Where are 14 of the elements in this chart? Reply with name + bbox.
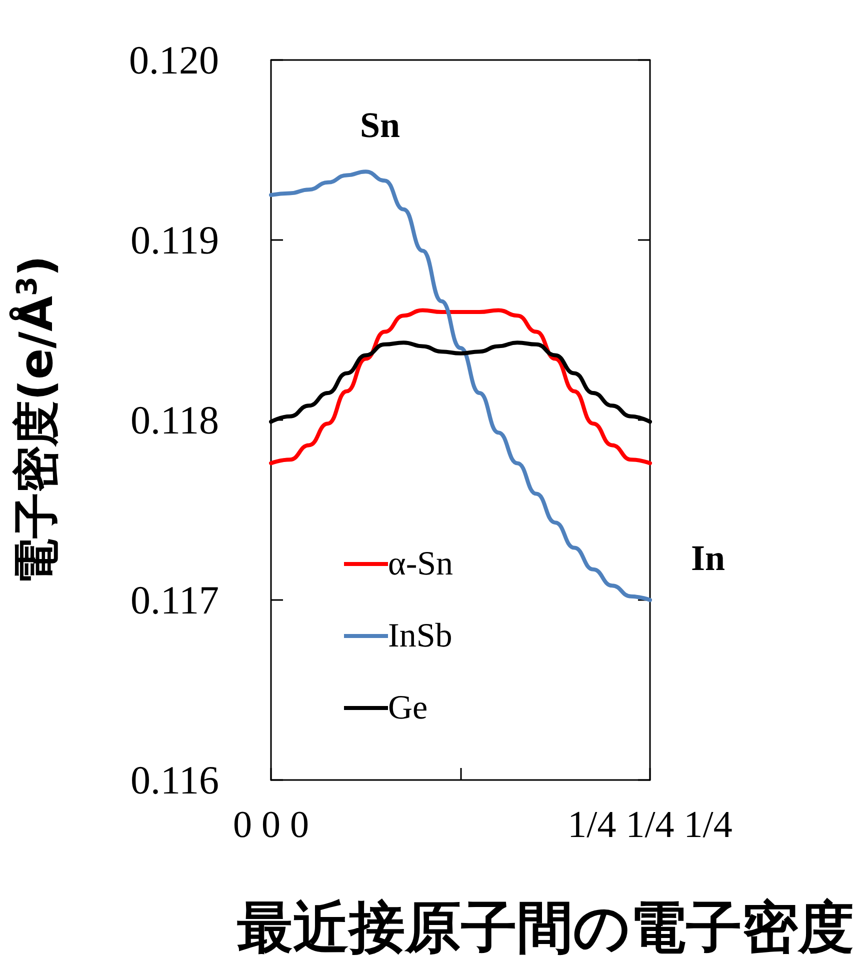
annotation: Sn (360, 105, 400, 145)
text: In (690, 538, 726, 578)
y-tick-label: 0.119 (130, 218, 219, 262)
y-axis-title: 電子密度(e/Å3) (9, 255, 63, 585)
y-tick-label: 0.118 (130, 398, 219, 442)
y-tick-label: 0.117 (130, 578, 219, 622)
legend-label: α-Sn (388, 546, 454, 582)
x-tick-label: 1/4 1/4 1/4 (568, 804, 732, 846)
y-tick-label: 0.120 (129, 38, 219, 82)
x-tick-label: 0 0 0 (233, 804, 309, 846)
x-axis-title: 最近接原子間の電子密度 (237, 896, 854, 960)
legend-label: InSb (388, 618, 452, 654)
y-tick-label: 0.116 (130, 758, 219, 802)
legend-label: Ge (388, 690, 428, 726)
